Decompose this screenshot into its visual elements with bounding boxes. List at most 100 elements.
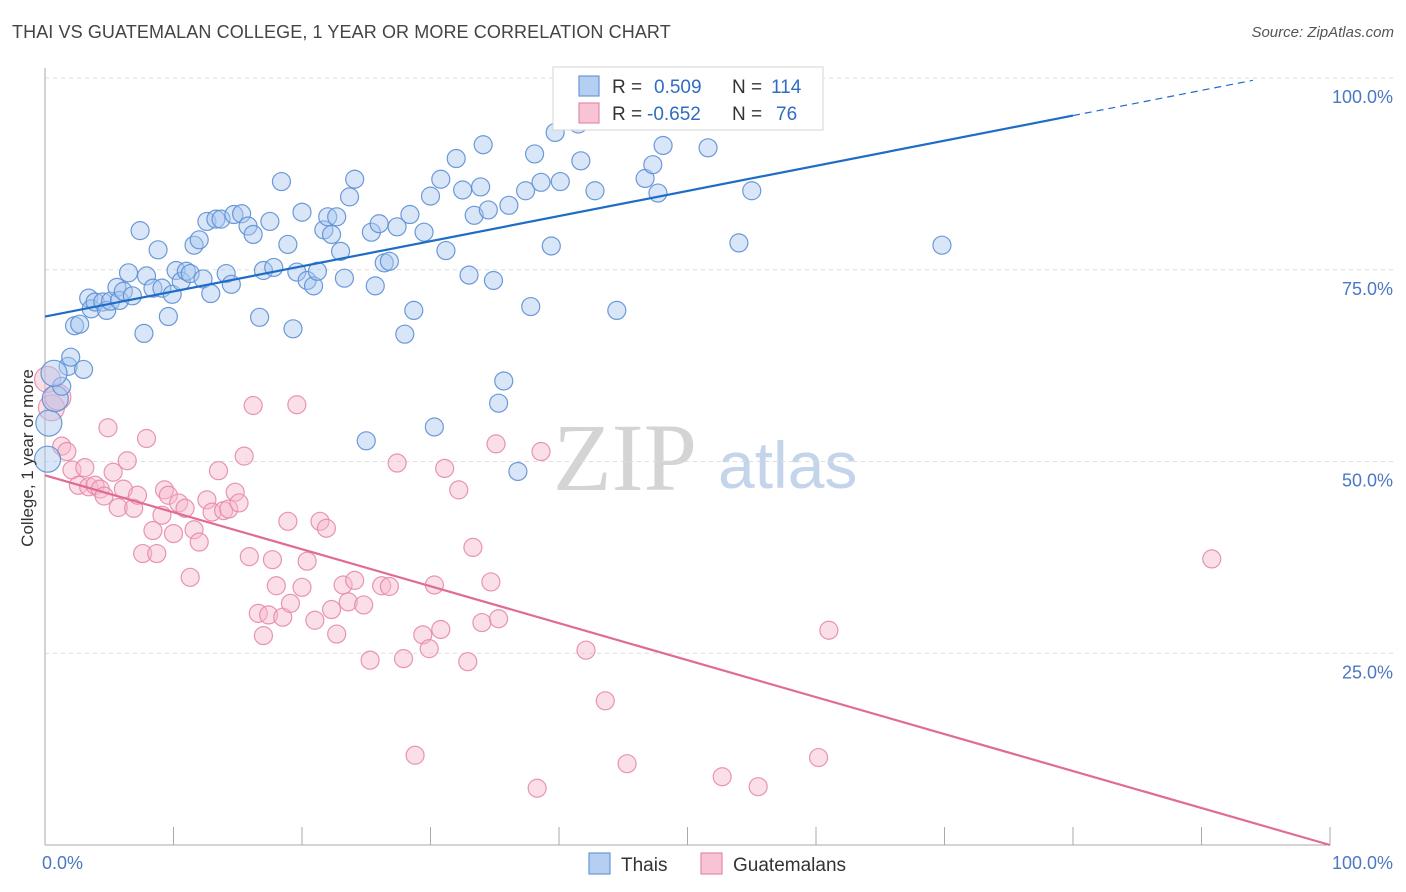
guatemalans-points (33, 365, 1222, 798)
thais-point-107 (653, 135, 673, 156)
thais-point-80 (446, 148, 466, 169)
guatemalans-point-31 (189, 532, 209, 552)
legend-n-label-thais: N = (732, 77, 762, 98)
thais-point-101 (585, 181, 605, 201)
trend-lines (44, 79, 1331, 847)
bottom-legend-swatch-guatemalans (700, 852, 723, 875)
guatemalans-point-27 (169, 493, 189, 513)
guatemalans-point-20 (136, 428, 157, 449)
guatemalans-point-22 (147, 543, 167, 564)
guatemalans-point-69 (419, 639, 439, 659)
guatemalans-point-78 (486, 434, 506, 454)
guatemalans-point-67 (405, 745, 425, 765)
guatemalans-point-43 (253, 626, 274, 646)
correlation-legend: R = 0.509 N = 114 R = -0.652 N = 76 (552, 66, 824, 131)
guatemalans-point-59 (338, 592, 358, 612)
thais-point-59 (321, 224, 342, 245)
thais-point-90 (499, 195, 519, 215)
guatemalans-point-84 (617, 754, 637, 774)
thais-point-49 (271, 171, 292, 192)
guatemalans-point-52 (297, 551, 317, 571)
thais-point-112 (932, 235, 952, 255)
thais-point-75 (414, 222, 434, 242)
tick-labels: 100.0% 75.0% 50.0% 25.0% 0.0% 100.0% (42, 87, 1393, 873)
thais-point-5 (61, 347, 81, 367)
guatemalans-point-73 (449, 480, 469, 500)
axes (44, 68, 1331, 846)
legend-r-label-thais: R = (612, 77, 642, 98)
thais-point-82 (459, 265, 479, 285)
bottom-legend-guatemalans: Guatemalans (733, 855, 846, 876)
thais-point-98 (550, 171, 570, 192)
thais-point-26 (158, 306, 178, 327)
thais-trend-line (44, 114, 1074, 318)
thais-point-60 (327, 207, 347, 227)
legend-r-value-thais: 0.509 (654, 77, 702, 98)
thais-point-71 (387, 217, 407, 237)
thais-point-102 (607, 300, 627, 321)
guatemalans-point-30 (184, 520, 204, 540)
thais-point-79 (436, 240, 456, 261)
guatemalans-point-61 (354, 595, 374, 615)
guatemalans-point-45 (262, 550, 283, 570)
thais-point-51 (283, 319, 303, 339)
thais-point-81 (453, 180, 473, 200)
guatemalans-point-26 (163, 523, 184, 544)
guatemalans-point-21 (143, 520, 163, 541)
thais-point-63 (339, 187, 360, 207)
guatemalans-point-36 (219, 499, 239, 519)
guatemalans-point-65 (387, 453, 407, 473)
thais-point-94 (524, 144, 545, 164)
thais-point-28 (166, 260, 186, 281)
legend-n-value-guatemalans: 76 (776, 104, 797, 125)
guatemalans-point-66 (393, 649, 414, 669)
guatemalans-point-7 (75, 458, 95, 478)
thais-point-8 (73, 359, 94, 380)
thais-point-105 (643, 155, 663, 175)
thais-point-88 (489, 393, 509, 413)
guatemalans-point-13 (103, 462, 123, 482)
thais-point-53 (292, 202, 312, 222)
guatemalans-point-12 (98, 418, 118, 438)
thais-point-0 (33, 445, 62, 473)
guatemalans-point-50 (287, 395, 307, 415)
thais-point-55 (303, 276, 324, 296)
thais-point-36 (201, 283, 221, 304)
guatemalans-point-16 (117, 451, 137, 471)
thais-point-47 (260, 211, 280, 232)
guatemalans-point-41 (243, 395, 263, 416)
guatemalans-point-2 (44, 383, 72, 411)
thais-point-87 (483, 270, 504, 291)
x-tick-label-start: 0.0% (42, 853, 83, 873)
guatemalans-point-56 (321, 599, 342, 620)
series-legend: Thais Guatemalans (588, 852, 846, 876)
thais-point-64 (345, 169, 365, 189)
guatemalans-point-44 (258, 605, 279, 625)
legend-r-value-guatemalans: -0.652 (647, 104, 701, 125)
thais-point-85 (473, 135, 493, 155)
guatemalans-point-83 (595, 691, 615, 711)
thais-point-39 (216, 263, 236, 284)
thais-point-96 (541, 236, 561, 256)
thais-point-65 (356, 431, 376, 451)
source-label: Source: ZipAtlas.com (1251, 24, 1394, 41)
chart-title: THAI VS GUATEMALAN COLLEGE, 1 YEAR OR MO… (12, 22, 671, 42)
guatemalans-point-62 (360, 650, 380, 670)
thais-point-33 (189, 230, 209, 250)
guatemalans-point-72 (435, 458, 455, 479)
y-axis-label: College, 1 year or more (18, 369, 37, 547)
thais-point-61 (330, 241, 351, 261)
y-tick-label-3: 25.0% (1342, 662, 1393, 682)
guatemalans-point-75 (463, 537, 483, 558)
thais-point-100 (571, 151, 591, 171)
guatemalans-point-48 (278, 511, 298, 531)
thais-point-19 (122, 286, 142, 306)
thais-point-83 (464, 205, 484, 225)
guatemalans-point-89 (1202, 549, 1222, 569)
guatemalans-point-37 (225, 482, 245, 502)
legend-swatch-thais (578, 75, 600, 97)
thais-point-22 (136, 266, 157, 286)
watermark-zip: ZIP (553, 404, 697, 511)
guatemalans-point-77 (481, 572, 501, 592)
legend-r-label-guatemalans: R = (612, 104, 642, 125)
